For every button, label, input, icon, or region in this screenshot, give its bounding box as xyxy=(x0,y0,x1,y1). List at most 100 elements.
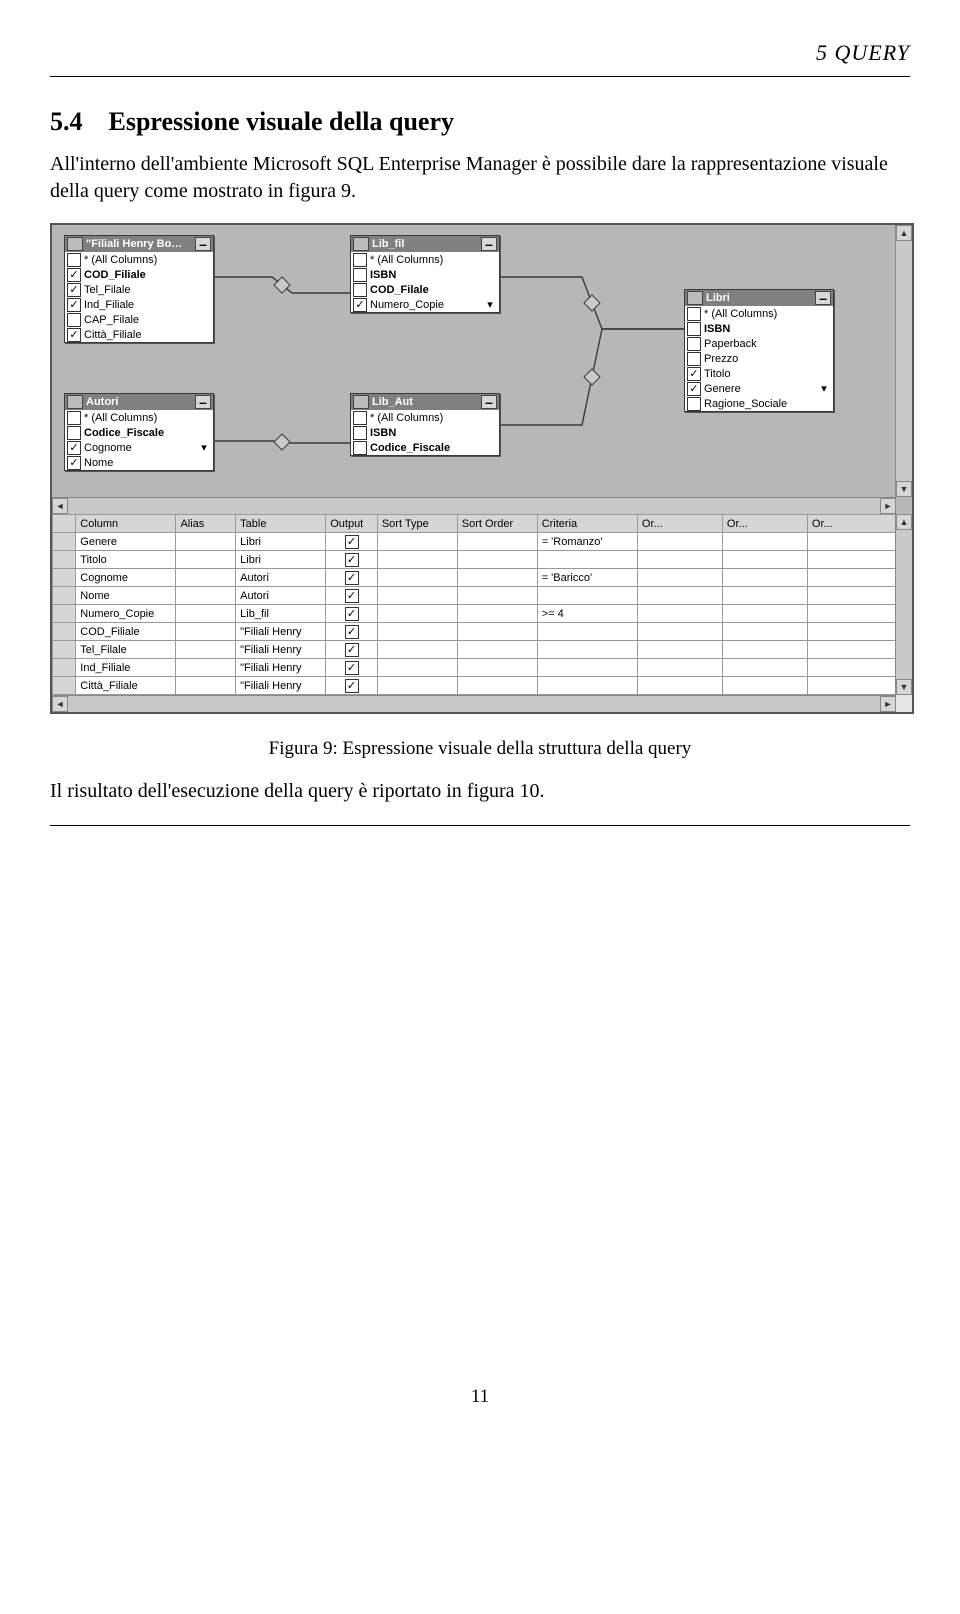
titlebar[interactable]: Libri– xyxy=(685,290,833,306)
grid-cell-alias[interactable] xyxy=(176,677,236,695)
column-row[interactable]: Numero_Copie▾ xyxy=(351,297,499,312)
column-checkbox[interactable] xyxy=(687,337,701,351)
column-row[interactable]: Genere▾ xyxy=(685,381,833,396)
grid-cell-criteria[interactable]: >= 4 xyxy=(537,605,637,623)
column-row[interactable]: * (All Columns) xyxy=(685,306,833,321)
column-checkbox[interactable] xyxy=(687,352,701,366)
grid-row[interactable]: Ind_Filiale"Filiali Henry xyxy=(53,659,896,677)
table-window-libfil[interactable]: Lib_fil–* (All Columns)ISBNCOD_FilaleNum… xyxy=(350,235,500,313)
grid-cell-sort_type[interactable] xyxy=(377,551,457,569)
grid-cell-sort_order[interactable] xyxy=(457,623,537,641)
column-checkbox[interactable] xyxy=(67,456,81,470)
grid-cell-output[interactable] xyxy=(326,569,378,587)
column-checkbox[interactable] xyxy=(687,307,701,321)
scroll-up-icon[interactable]: ▲ xyxy=(896,225,912,241)
grid-header[interactable]: Table xyxy=(236,515,326,533)
grid-cell-alias[interactable] xyxy=(176,587,236,605)
column-row[interactable]: * (All Columns) xyxy=(351,410,499,425)
grid-cell-or3[interactable] xyxy=(807,659,895,677)
output-checkbox[interactable] xyxy=(345,607,359,621)
column-checkbox[interactable] xyxy=(353,268,367,282)
grid-cell-output[interactable] xyxy=(326,533,378,551)
grid-header[interactable]: Sort Order xyxy=(457,515,537,533)
column-checkbox[interactable] xyxy=(67,328,81,342)
grid-header[interactable]: Column xyxy=(76,515,176,533)
minimize-button[interactable]: – xyxy=(195,237,211,251)
grid-cell-table[interactable]: "Filiali Henry xyxy=(236,623,326,641)
grid-cell-column[interactable]: Tel_Filale xyxy=(76,641,176,659)
grid-cell-alias[interactable] xyxy=(176,659,236,677)
scroll-down-icon[interactable]: ▼ xyxy=(896,481,912,497)
grid-cell-column[interactable]: Cognome xyxy=(76,569,176,587)
grid-row[interactable]: NomeAutori xyxy=(53,587,896,605)
column-row[interactable]: ISBN xyxy=(351,267,499,282)
column-checkbox[interactable] xyxy=(67,253,81,267)
column-list[interactable]: * (All Columns)ISBNCodice_Fiscale xyxy=(351,410,499,455)
grid-cell-table[interactable]: Libri xyxy=(236,533,326,551)
grid-cell-sort_order[interactable] xyxy=(457,641,537,659)
grid-cell-sort_order[interactable] xyxy=(457,587,537,605)
vscrollbar[interactable]: ▲ ▼ xyxy=(895,225,912,497)
column-row[interactable]: Codice_Fiscale xyxy=(351,440,499,455)
grid-cell-or1[interactable] xyxy=(637,533,722,551)
column-checkbox[interactable] xyxy=(67,298,81,312)
column-checkbox[interactable] xyxy=(353,283,367,297)
column-checkbox[interactable] xyxy=(67,426,81,440)
grid-cell-alias[interactable] xyxy=(176,551,236,569)
grid-cell-sort_type[interactable] xyxy=(377,677,457,695)
grid-cell-or3[interactable] xyxy=(807,641,895,659)
grid-cell-or3[interactable] xyxy=(807,623,895,641)
grid-cell-alias[interactable] xyxy=(176,569,236,587)
grid-row[interactable]: Tel_Filale "Filiali Henry xyxy=(53,641,896,659)
column-row[interactable]: Paperback xyxy=(685,336,833,351)
hscrollbar-diagram[interactable]: ◄ ► xyxy=(52,497,896,514)
grid-header[interactable]: Or... xyxy=(807,515,895,533)
grid-header[interactable]: Criteria xyxy=(537,515,637,533)
grid-row[interactable]: COD_Filiale"Filiali Henry xyxy=(53,623,896,641)
output-checkbox[interactable] xyxy=(345,625,359,639)
column-row[interactable]: Prezzo xyxy=(685,351,833,366)
grid-cell-table[interactable]: "Filiali Henry xyxy=(236,641,326,659)
column-list[interactable]: * (All Columns)Codice_FiscaleCognome▾Nom… xyxy=(65,410,213,470)
column-checkbox[interactable] xyxy=(687,367,701,381)
grid-header[interactable]: Or... xyxy=(637,515,722,533)
column-checkbox[interactable] xyxy=(353,298,367,312)
grid-cell-or1[interactable] xyxy=(637,551,722,569)
column-row[interactable]: Città_Filiale xyxy=(65,327,213,342)
grid-cell-or1[interactable] xyxy=(637,623,722,641)
grid-cell-or1[interactable] xyxy=(637,659,722,677)
grid-cell-or2[interactable] xyxy=(722,677,807,695)
grid-cell-criteria[interactable] xyxy=(537,587,637,605)
column-checkbox[interactable] xyxy=(67,411,81,425)
grid-row[interactable]: Numero_CopieLib_fil>= 4 xyxy=(53,605,896,623)
column-checkbox[interactable] xyxy=(67,441,81,455)
grid-cell-column[interactable]: Nome xyxy=(76,587,176,605)
grid-cell-column[interactable]: Titolo xyxy=(76,551,176,569)
output-checkbox[interactable] xyxy=(345,589,359,603)
grid-cell-or1[interactable] xyxy=(637,605,722,623)
output-checkbox[interactable] xyxy=(345,571,359,585)
scroll-down-icon[interactable]: ▼ xyxy=(896,679,912,695)
grid-cell-alias[interactable] xyxy=(176,605,236,623)
grid-cell-criteria[interactable]: = 'Romanzo' xyxy=(537,533,637,551)
grid-cell-or2[interactable] xyxy=(722,587,807,605)
grid-cell-or2[interactable] xyxy=(722,569,807,587)
column-checkbox[interactable] xyxy=(67,313,81,327)
column-row[interactable]: Nome xyxy=(65,455,213,470)
grid-cell-alias[interactable] xyxy=(176,623,236,641)
grid-cell-output[interactable] xyxy=(326,641,378,659)
grid-cell-column[interactable]: Numero_Copie xyxy=(76,605,176,623)
grid-cell-or3[interactable] xyxy=(807,533,895,551)
grid-cell-or2[interactable] xyxy=(722,641,807,659)
output-checkbox[interactable] xyxy=(345,535,359,549)
grid-cell-output[interactable] xyxy=(326,551,378,569)
table-window-filiali[interactable]: "Filiali Henry Bo…–* (All Columns)COD_Fi… xyxy=(64,235,214,343)
column-checkbox[interactable] xyxy=(353,253,367,267)
grid-cell-criteria[interactable] xyxy=(537,659,637,677)
grid-row[interactable]: GenereLibri= 'Romanzo' xyxy=(53,533,896,551)
scroll-left-icon[interactable]: ◄ xyxy=(52,498,68,514)
grid-cell-sort_type[interactable] xyxy=(377,605,457,623)
column-row[interactable]: * (All Columns) xyxy=(65,252,213,267)
column-row[interactable]: ISBN xyxy=(685,321,833,336)
grid-cell-table[interactable]: Libri xyxy=(236,551,326,569)
